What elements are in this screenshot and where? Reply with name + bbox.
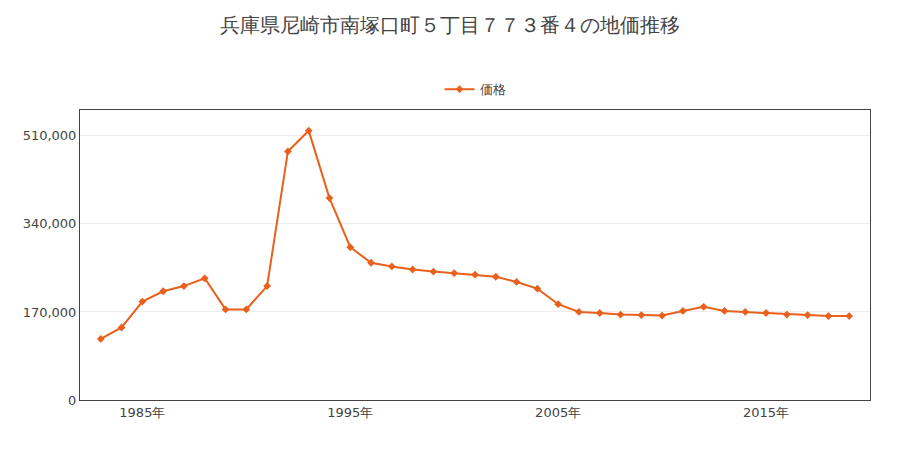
svg-text:兵庫県尼崎市南塚口町５丁目７７３番４の地価推移: 兵庫県尼崎市南塚口町５丁目７７３番４の地価推移 xyxy=(220,13,680,37)
svg-text:510,000: 510,000 xyxy=(23,128,77,143)
svg-text:340,000: 340,000 xyxy=(23,216,77,231)
svg-text:2005年: 2005年 xyxy=(535,405,581,420)
svg-text:170,000: 170,000 xyxy=(23,305,77,320)
svg-text:0: 0 xyxy=(68,393,76,408)
svg-text:価格: 価格 xyxy=(480,82,506,97)
svg-text:1985年: 1985年 xyxy=(119,405,165,420)
svg-text:2015年: 2015年 xyxy=(743,405,789,420)
svg-text:1995年: 1995年 xyxy=(327,405,373,420)
